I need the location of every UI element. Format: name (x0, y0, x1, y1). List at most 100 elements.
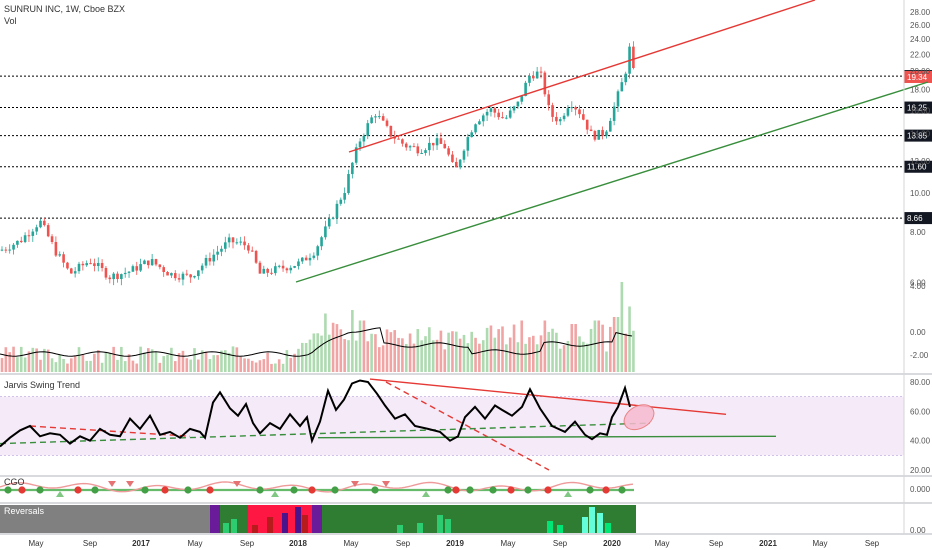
swing-trend-pane (0, 378, 904, 471)
volume-bar (266, 352, 269, 372)
candle-body (177, 278, 181, 280)
candle-body (428, 142, 431, 151)
volume-bar (89, 360, 92, 372)
volume-bar (520, 320, 524, 372)
volume-bar (216, 355, 219, 372)
candle-body (304, 257, 308, 261)
cgo-dot (524, 486, 532, 494)
volume-bar (327, 334, 331, 372)
candle-body (181, 273, 185, 280)
time-axis-tick: Sep (240, 539, 255, 548)
candle-body (547, 94, 550, 106)
candle-body (135, 266, 139, 271)
volume-bar (112, 346, 115, 372)
volume-bar (100, 362, 104, 372)
candle-body (585, 119, 589, 130)
volume-bar (378, 347, 381, 372)
candle-body (378, 116, 381, 118)
volume-bar (250, 360, 254, 372)
volume-bar (220, 350, 223, 372)
volume-bar (435, 339, 439, 372)
price-axis-tick: 6.00 (910, 279, 926, 288)
volume-bar (289, 357, 293, 372)
candle-body (570, 107, 574, 109)
candle-body (389, 125, 393, 137)
cgo-dot (371, 486, 379, 494)
candle-body (424, 150, 427, 153)
candle-body (139, 264, 142, 271)
candle-body (362, 135, 366, 142)
candle-body (243, 241, 246, 246)
candle-body (420, 152, 423, 154)
cgo-dot (91, 486, 99, 494)
candle-body (582, 114, 585, 120)
reversals-bar (397, 525, 403, 533)
candle-body (150, 259, 154, 266)
candle-body (239, 241, 242, 243)
candle-body (632, 46, 635, 69)
volume-bar (562, 345, 566, 372)
volume-bar (416, 329, 420, 372)
volume-bar (478, 343, 481, 372)
time-axis-tick: Sep (396, 539, 411, 548)
volume-bar (428, 327, 431, 372)
volume-bar (624, 333, 627, 372)
candle-body (493, 108, 497, 113)
swing-trend-title: Jarvis Swing Trend (4, 380, 81, 390)
price-level-label: 11.60 (907, 163, 927, 172)
time-axis-tick: May (343, 539, 358, 548)
volume-bar (547, 331, 550, 372)
candle-body (158, 264, 162, 268)
cgo-dot (4, 486, 12, 494)
candle-body (204, 258, 208, 266)
swing-band (0, 396, 904, 456)
reversals-bar (267, 517, 273, 533)
candle-body (112, 273, 115, 280)
volume-bar (516, 342, 520, 372)
cgo-pane (0, 481, 634, 497)
volume-bar (420, 340, 423, 372)
volume-bar (470, 331, 473, 372)
time-axis-tick: 2018 (289, 539, 307, 548)
candle-body (624, 73, 627, 83)
swing-trendline (369, 378, 727, 415)
candle-body (77, 263, 81, 272)
candle-body (46, 225, 50, 237)
candle-body (58, 254, 62, 256)
reversals-segment (0, 505, 210, 533)
volume-bar (297, 348, 300, 372)
volume-bar (524, 343, 527, 372)
candle-body (516, 101, 520, 107)
candle-body (597, 129, 601, 140)
reversals-axis-tick: 0.00 (910, 526, 926, 535)
volume-bar (116, 359, 119, 372)
candle-body (558, 119, 562, 122)
price-axis-tick: 24.00 (910, 35, 931, 44)
volume-bar (512, 324, 516, 372)
cgo-down-triangle (108, 481, 116, 487)
reversals-segment (248, 505, 312, 533)
reversals-title: Reversals (4, 506, 45, 516)
price-level-label: 19.34 (907, 73, 928, 82)
candle-body (104, 268, 108, 278)
volume-bar (439, 330, 443, 372)
volume-bar (239, 356, 242, 372)
time-axis-tick: 2021 (759, 539, 777, 548)
volume-bar (543, 320, 547, 372)
volume-bar (258, 360, 262, 372)
volume-bar (277, 359, 281, 372)
candle-body (358, 141, 362, 148)
candle-body (443, 143, 447, 149)
cgo-up-triangle (564, 491, 572, 497)
candle-body (347, 174, 350, 194)
cgo-dot (489, 486, 497, 494)
reversals-bar (223, 523, 229, 533)
volume-bar (58, 354, 62, 372)
candle-body (458, 159, 462, 168)
candle-body (147, 260, 150, 266)
volume-bar (27, 351, 31, 372)
volume-bar (77, 347, 81, 372)
volume-bar (385, 329, 389, 372)
volume-bar (154, 352, 158, 372)
